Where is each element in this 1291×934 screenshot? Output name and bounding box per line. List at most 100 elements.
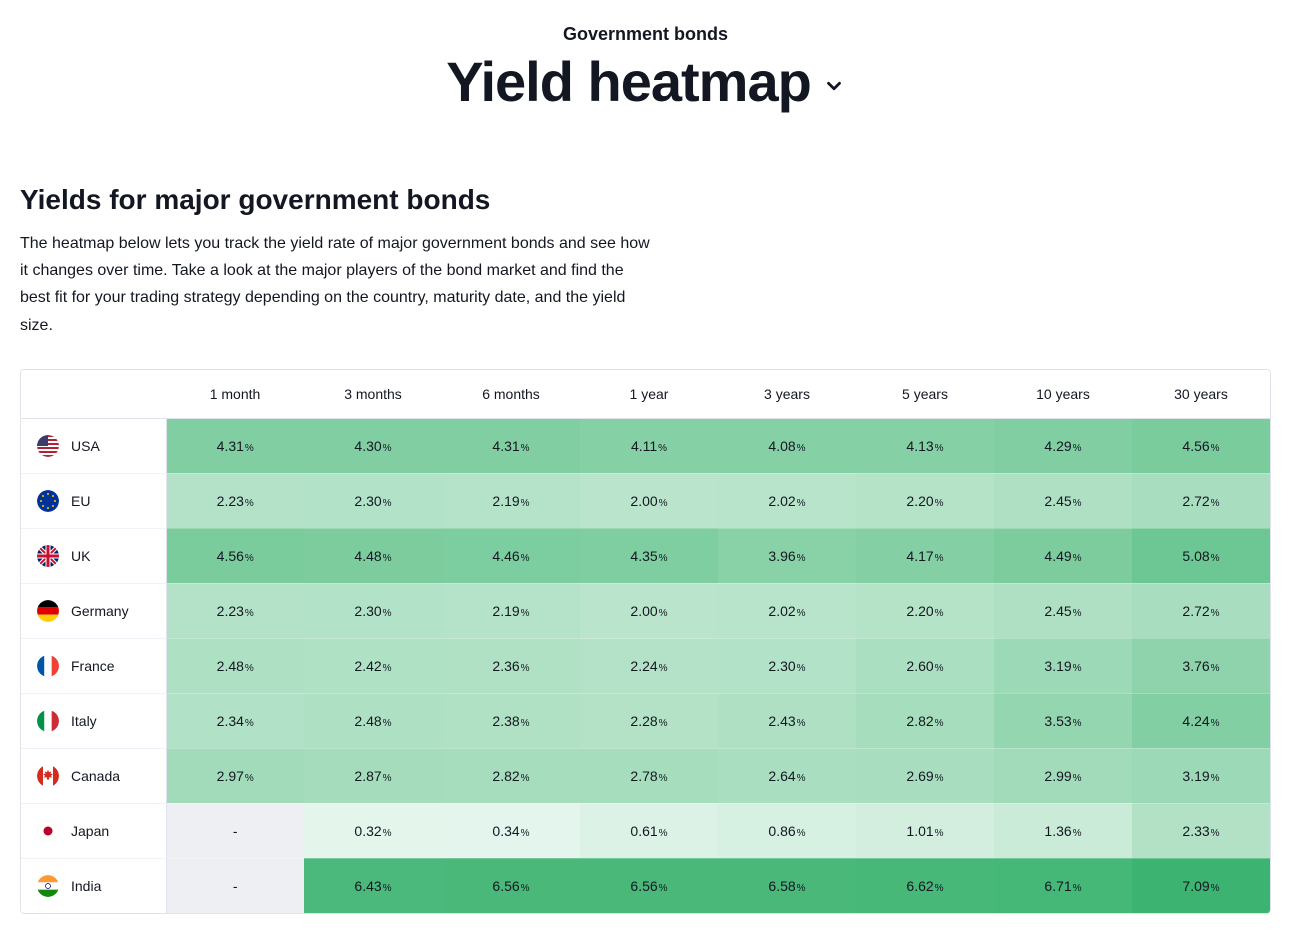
heatmap-cell[interactable]: 2.20%	[856, 583, 994, 638]
row-header[interactable]: USA	[21, 418, 166, 473]
heatmap-cell[interactable]: 2.02%	[718, 583, 856, 638]
country-label: Italy	[71, 713, 97, 729]
heatmap-cell[interactable]: 6.56%	[580, 858, 718, 913]
heatmap-cell[interactable]: 2.00%	[580, 473, 718, 528]
heatmap-cell[interactable]: 2.20%	[856, 473, 994, 528]
heatmap-cell[interactable]: 4.56%	[166, 528, 304, 583]
heatmap-cell[interactable]: -	[166, 803, 304, 858]
heatmap-cell[interactable]: 2.48%	[304, 693, 442, 748]
column-header[interactable]: 5 years	[856, 370, 994, 419]
heatmap-cell[interactable]: 4.13%	[856, 418, 994, 473]
heatmap-cell[interactable]: 2.00%	[580, 583, 718, 638]
heatmap-cell[interactable]: 4.11%	[580, 418, 718, 473]
heatmap-cell[interactable]: 6.43%	[304, 858, 442, 913]
heatmap-cell[interactable]: 3.76%	[1132, 638, 1270, 693]
heatmap-cell[interactable]: 2.78%	[580, 748, 718, 803]
heatmap-cell[interactable]: 2.30%	[304, 473, 442, 528]
heatmap-cell[interactable]: 4.31%	[442, 418, 580, 473]
heatmap-cell[interactable]: 2.28%	[580, 693, 718, 748]
heatmap-cell[interactable]: 2.60%	[856, 638, 994, 693]
heatmap-cell[interactable]: 1.01%	[856, 803, 994, 858]
table-row: UK4.56%4.48%4.46%4.35%3.96%4.17%4.49%5.0…	[21, 528, 1270, 583]
heatmap-cell[interactable]: 4.49%	[994, 528, 1132, 583]
row-header[interactable]: India	[21, 858, 166, 913]
heatmap-cell[interactable]: 3.53%	[994, 693, 1132, 748]
heatmap-cell[interactable]: 4.30%	[304, 418, 442, 473]
column-header[interactable]: 1 month	[166, 370, 304, 419]
heatmap-cell[interactable]: 2.87%	[304, 748, 442, 803]
heatmap-cell[interactable]: 2.36%	[442, 638, 580, 693]
column-header[interactable]: 1 year	[580, 370, 718, 419]
row-header[interactable]: EU	[21, 473, 166, 528]
column-header[interactable]: 30 years	[1132, 370, 1270, 419]
heatmap-cell[interactable]: 2.24%	[580, 638, 718, 693]
heatmap-cell[interactable]: 2.43%	[718, 693, 856, 748]
heatmap-cell[interactable]: 7.09%	[1132, 858, 1270, 913]
heatmap-cell[interactable]: 1.36%	[994, 803, 1132, 858]
column-header[interactable]: 10 years	[994, 370, 1132, 419]
heatmap-cell[interactable]: 2.42%	[304, 638, 442, 693]
section-description: The heatmap below lets you track the yie…	[20, 230, 650, 339]
heatmap-cell[interactable]: 3.96%	[718, 528, 856, 583]
heatmap-cell[interactable]: 2.19%	[442, 583, 580, 638]
heatmap-cell[interactable]: 4.56%	[1132, 418, 1270, 473]
heatmap-cell[interactable]: 4.48%	[304, 528, 442, 583]
empty-value: -	[233, 823, 238, 839]
heatmap-cell[interactable]: 4.46%	[442, 528, 580, 583]
yield-value: 2.30	[354, 493, 381, 509]
heatmap-cell[interactable]: 0.32%	[304, 803, 442, 858]
heatmap-cell[interactable]: 6.56%	[442, 858, 580, 913]
title-dropdown[interactable]: Yield heatmap	[446, 45, 845, 114]
heatmap-cell[interactable]: -	[166, 858, 304, 913]
column-header[interactable]: 6 months	[442, 370, 580, 419]
heatmap-cell[interactable]: 2.38%	[442, 693, 580, 748]
heatmap-cell[interactable]: 0.86%	[718, 803, 856, 858]
row-header[interactable]: Canada	[21, 748, 166, 803]
heatmap-cell[interactable]: 0.34%	[442, 803, 580, 858]
yield-value: 2.43	[768, 713, 795, 729]
heatmap-cell[interactable]: 6.58%	[718, 858, 856, 913]
heatmap-cell[interactable]: 2.82%	[442, 748, 580, 803]
heatmap-cell[interactable]: 2.23%	[166, 583, 304, 638]
heatmap-cell[interactable]: 2.97%	[166, 748, 304, 803]
heatmap-cell[interactable]: 4.31%	[166, 418, 304, 473]
percent-unit: %	[245, 553, 254, 564]
row-header[interactable]: France	[21, 638, 166, 693]
heatmap-cell[interactable]: 2.45%	[994, 583, 1132, 638]
row-header[interactable]: Japan	[21, 803, 166, 858]
heatmap-cell[interactable]: 2.72%	[1132, 473, 1270, 528]
heatmap-cell[interactable]: 4.08%	[718, 418, 856, 473]
heatmap-cell[interactable]: 2.48%	[166, 638, 304, 693]
heatmap-cell[interactable]: 4.29%	[994, 418, 1132, 473]
row-header[interactable]: UK	[21, 528, 166, 583]
heatmap-cell[interactable]: 2.30%	[718, 638, 856, 693]
heatmap-cell[interactable]: 4.17%	[856, 528, 994, 583]
heatmap-cell[interactable]: 2.33%	[1132, 803, 1270, 858]
row-header[interactable]: Italy	[21, 693, 166, 748]
column-header[interactable]: 3 months	[304, 370, 442, 419]
heatmap-cell[interactable]: 2.02%	[718, 473, 856, 528]
heatmap-cell[interactable]: 3.19%	[994, 638, 1132, 693]
heatmap-cell[interactable]: 4.24%	[1132, 693, 1270, 748]
heatmap-cell[interactable]: 4.35%	[580, 528, 718, 583]
heatmap-cell[interactable]: 2.72%	[1132, 583, 1270, 638]
heatmap-cell[interactable]: 2.23%	[166, 473, 304, 528]
heatmap-cell[interactable]: 6.71%	[994, 858, 1132, 913]
heatmap-cell[interactable]: 6.62%	[856, 858, 994, 913]
column-header[interactable]: 3 years	[718, 370, 856, 419]
heatmap-cell[interactable]: 2.45%	[994, 473, 1132, 528]
heatmap-cell[interactable]: 2.69%	[856, 748, 994, 803]
heatmap-cell[interactable]: 2.82%	[856, 693, 994, 748]
heatmap-cell[interactable]: 5.08%	[1132, 528, 1270, 583]
heatmap-cell[interactable]: 3.19%	[1132, 748, 1270, 803]
heatmap-cell[interactable]: 2.30%	[304, 583, 442, 638]
percent-unit: %	[383, 608, 392, 619]
yield-value: 6.56	[630, 878, 657, 894]
yield-value: 4.30	[354, 438, 381, 454]
heatmap-cell[interactable]: 0.61%	[580, 803, 718, 858]
heatmap-cell[interactable]: 2.64%	[718, 748, 856, 803]
heatmap-cell[interactable]: 2.19%	[442, 473, 580, 528]
heatmap-cell[interactable]: 2.99%	[994, 748, 1132, 803]
row-header[interactable]: Germany	[21, 583, 166, 638]
heatmap-cell[interactable]: 2.34%	[166, 693, 304, 748]
